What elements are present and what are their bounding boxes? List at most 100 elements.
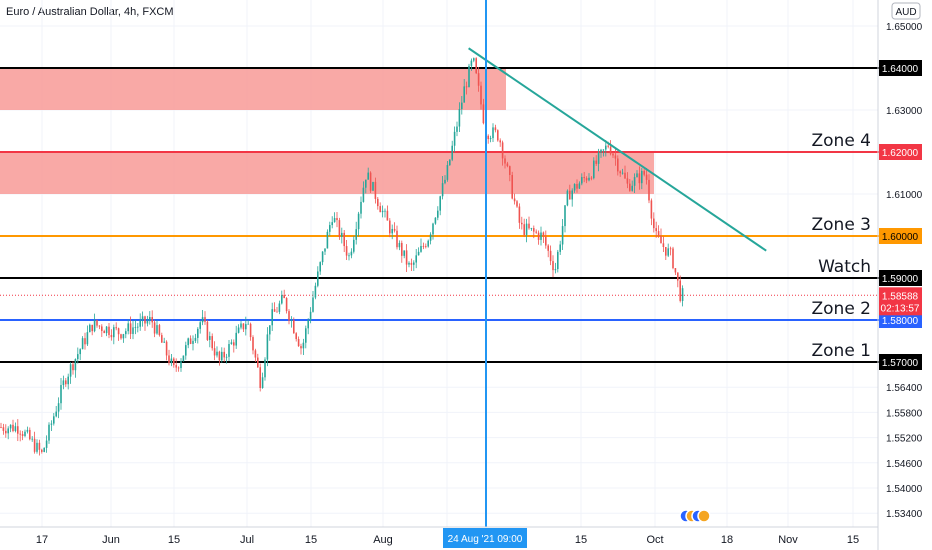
candle-body	[504, 158, 506, 164]
candle-body	[187, 338, 189, 346]
candle-body	[41, 449, 43, 452]
currency-badge-box	[891, 2, 921, 20]
candle-body	[245, 324, 247, 330]
candle-body	[415, 255, 417, 263]
candle-body	[247, 323, 249, 325]
candle-body	[43, 447, 45, 452]
candle-body	[115, 327, 117, 329]
time-tick-label: 17	[36, 534, 48, 546]
candle-body	[585, 178, 588, 181]
event-marker-icon	[697, 509, 711, 523]
candle-body	[614, 155, 617, 159]
candle-body	[60, 385, 62, 404]
candle-body	[113, 327, 115, 338]
candle-body	[528, 223, 530, 229]
candle-body	[525, 223, 528, 235]
candle-body	[597, 152, 600, 164]
candle-body	[511, 174, 513, 199]
candle-body	[530, 228, 533, 229]
candle-body	[638, 173, 641, 184]
candle-body	[509, 166, 511, 175]
countdown-label: 02:13:57	[881, 303, 920, 314]
price-badges: 1.64000 1.62000 1.60000 1.59000 1.58000 1.570…	[679, 60, 922, 523]
candle-body	[216, 351, 218, 356]
candle-body	[369, 172, 372, 191]
candle-body	[0, 427, 2, 428]
candle-body	[103, 330, 105, 334]
price-badge-box	[879, 228, 922, 244]
current-price-label: 1.58588	[882, 291, 919, 302]
candle-body	[449, 159, 451, 166]
zone-label: Zone 4	[812, 131, 872, 151]
candle-body	[180, 361, 182, 369]
candle-body	[177, 367, 180, 369]
candle-body	[441, 183, 444, 197]
candle-body	[14, 426, 17, 431]
zone-label: Zone 3	[812, 215, 872, 235]
candle-body	[535, 231, 537, 233]
candle-body	[312, 297, 314, 312]
candle-body	[173, 358, 175, 366]
candle-body	[621, 172, 624, 174]
candle-body	[175, 365, 177, 368]
candle-body	[254, 350, 257, 358]
candle-body	[235, 332, 237, 346]
currency-badge: AUD	[895, 7, 916, 18]
candle-body	[506, 163, 509, 167]
zone-label: Zone 2	[812, 299, 872, 319]
candle-body	[161, 335, 163, 343]
shaded-zone	[0, 152, 654, 194]
candle-body	[374, 181, 377, 199]
candle-body	[199, 322, 201, 329]
candle-body	[105, 326, 108, 334]
candle-body	[314, 285, 317, 298]
candle-body	[629, 183, 631, 191]
time-tick-label: 15	[575, 534, 587, 546]
candle-body	[523, 224, 525, 235]
price-tick-label: 1.54600	[886, 459, 923, 470]
candle-body	[305, 328, 307, 343]
trendline[interactable]	[468, 47, 767, 252]
candle-body	[228, 344, 230, 357]
candle-body	[242, 323, 245, 330]
candle-body	[429, 234, 432, 241]
price-badge-box	[879, 270, 922, 286]
candle-body	[617, 158, 619, 172]
time-tick-label: 15	[847, 534, 859, 546]
candle-body	[7, 428, 9, 434]
candle-body	[326, 231, 329, 249]
candle-body	[139, 320, 141, 327]
price-badge-label: 1.58000	[882, 316, 919, 327]
candle-body	[552, 261, 554, 271]
candle-body	[338, 220, 341, 237]
candle-body	[422, 245, 425, 247]
candle-body	[372, 181, 374, 191]
candle-body	[360, 201, 362, 214]
candle-body	[470, 60, 473, 66]
candle-body	[269, 325, 271, 335]
candle-body	[110, 334, 113, 338]
candle-body	[261, 377, 264, 388]
price-tick-label: 1.63000	[886, 106, 923, 117]
candle-body	[480, 85, 482, 105]
candle-body	[444, 179, 446, 184]
candle-body	[9, 424, 12, 429]
candle-body	[653, 218, 655, 229]
candle-body	[38, 442, 41, 450]
candle-body	[218, 351, 221, 361]
candle-body	[590, 177, 593, 179]
candle-body	[317, 271, 319, 286]
candle-body	[62, 380, 65, 386]
candle-body	[19, 433, 21, 435]
candle-body	[571, 190, 573, 200]
time-tick-label: Oct	[646, 534, 663, 546]
candle-body	[564, 205, 566, 227]
candle-body	[607, 145, 609, 147]
candle-body	[396, 230, 398, 248]
candle-body	[401, 242, 403, 256]
candle-body	[657, 231, 660, 236]
candle-body	[144, 316, 146, 324]
candle-body	[2, 427, 5, 431]
